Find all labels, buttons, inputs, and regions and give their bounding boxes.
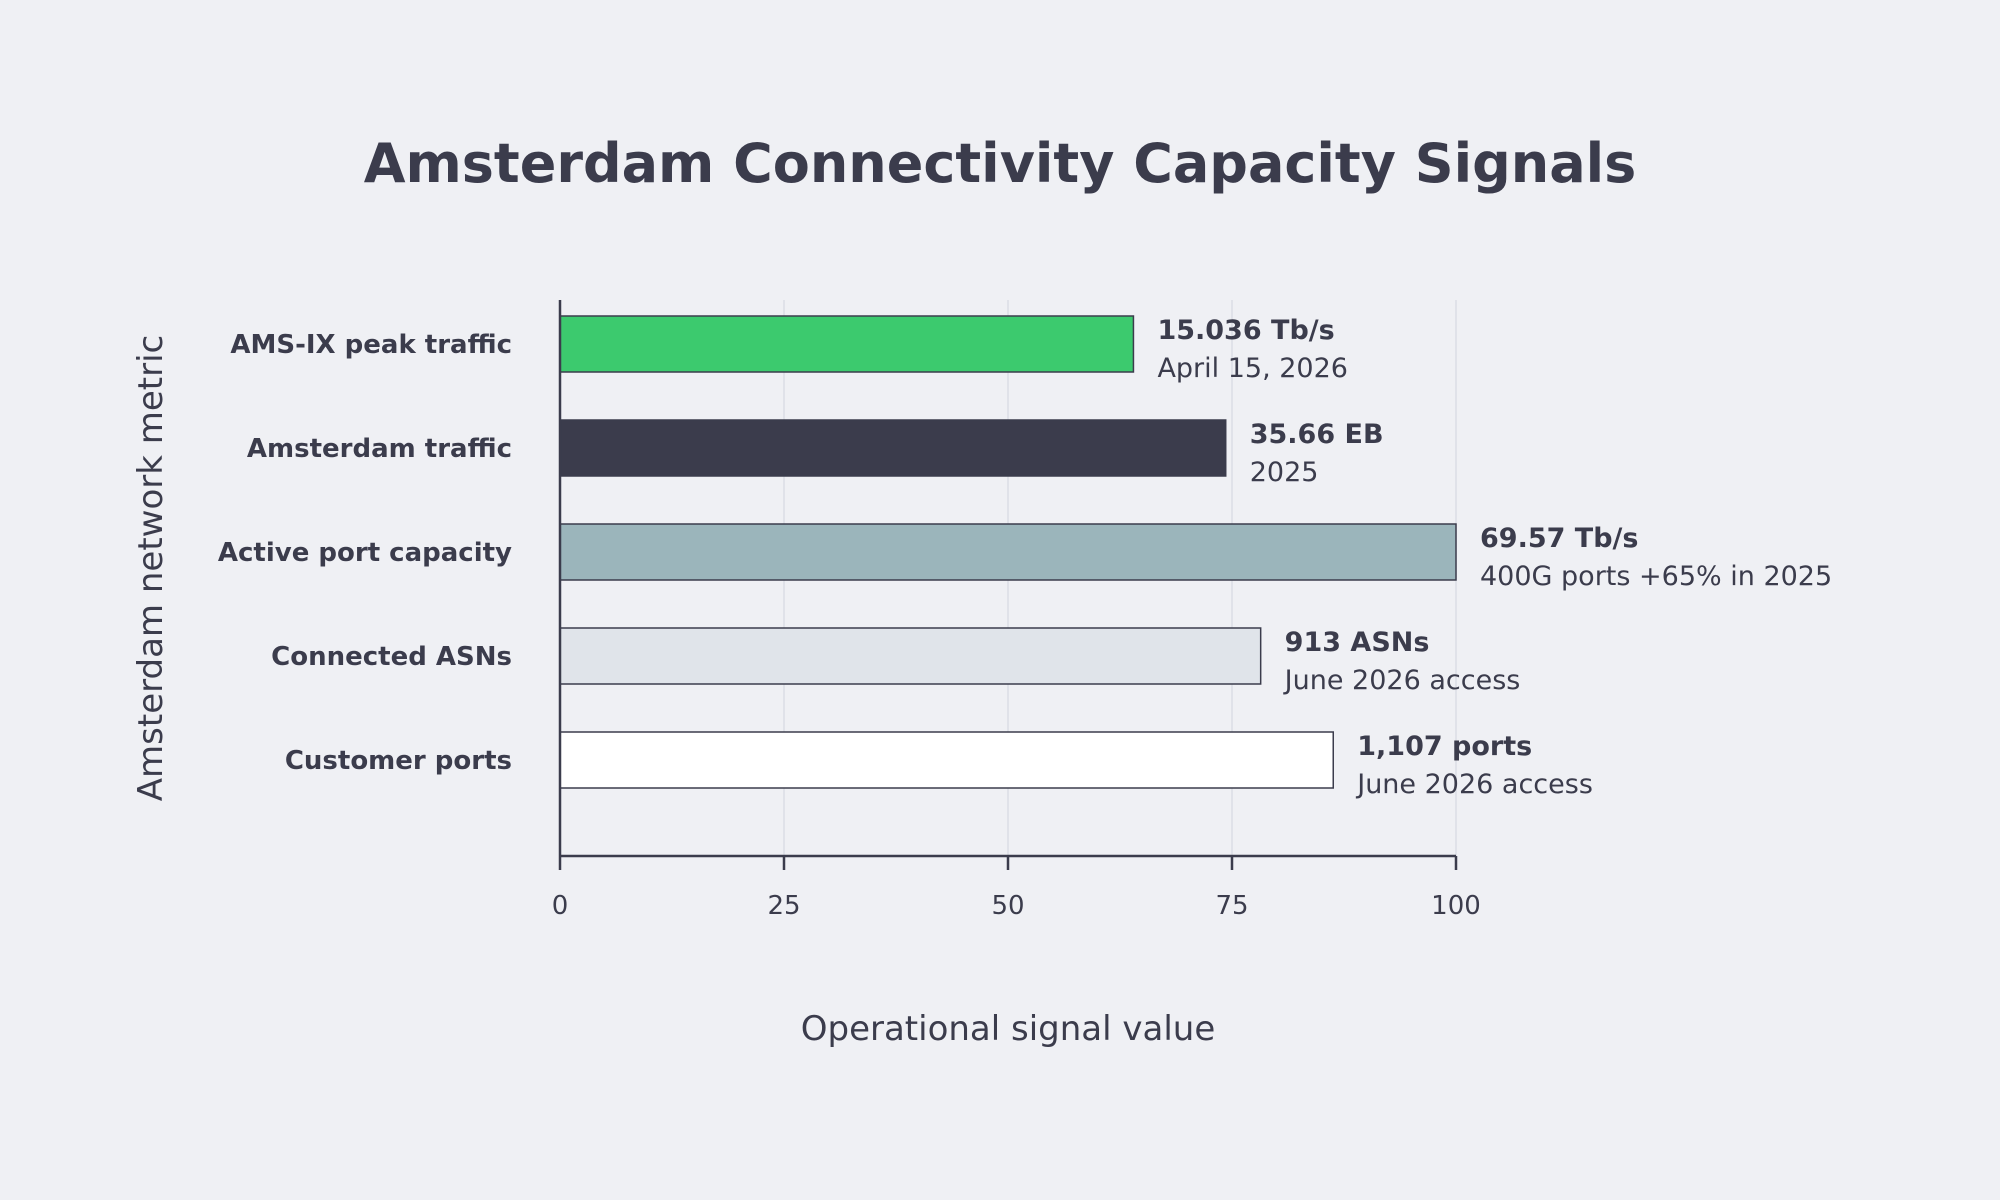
data-label: 69.57 Tb/s xyxy=(1480,523,1638,554)
bar xyxy=(559,419,1227,477)
x-tick-label: 50 xyxy=(991,891,1024,921)
data-label: 913 ASNs xyxy=(1285,627,1430,658)
x-tick-label: 75 xyxy=(1215,891,1248,921)
x-tick-label: 0 xyxy=(552,891,569,921)
bar xyxy=(559,627,1262,685)
axes xyxy=(558,300,1458,870)
category-label: Connected ASNs xyxy=(271,642,512,672)
data-note: June 2026 access xyxy=(1283,665,1521,696)
bars xyxy=(559,315,1457,789)
category-label: Active port capacity xyxy=(218,538,512,568)
bar xyxy=(559,731,1334,789)
chart-title: Amsterdam Connectivity Capacity Signals xyxy=(364,132,1637,195)
data-label: 15.036 Tb/s xyxy=(1157,315,1334,346)
bar xyxy=(559,315,1135,373)
data-note: 2025 xyxy=(1250,457,1319,488)
category-label: Customer ports xyxy=(285,746,512,776)
category-label: AMS-IX peak traffic xyxy=(230,330,512,360)
x-axis-title: Operational signal value xyxy=(801,1009,1216,1049)
y-axis-title: Amsterdam network metric xyxy=(131,335,171,801)
x-tick-label: 25 xyxy=(767,891,800,921)
data-label: 35.66 EB xyxy=(1250,419,1384,450)
data-note: 400G ports +65% in 2025 xyxy=(1480,561,1832,592)
data-note: June 2026 access xyxy=(1355,769,1593,800)
category-label: Amsterdam traffic xyxy=(247,434,512,464)
labels: 0 25 50 75 100 AMS-IX peak traffic 15.036 Tb/s… xyxy=(218,315,1832,921)
data-note: April 15, 2026 xyxy=(1157,353,1348,384)
x-tick-label: 100 xyxy=(1431,891,1481,921)
bar xyxy=(559,523,1457,581)
data-label: 1,107 ports xyxy=(1357,731,1532,762)
